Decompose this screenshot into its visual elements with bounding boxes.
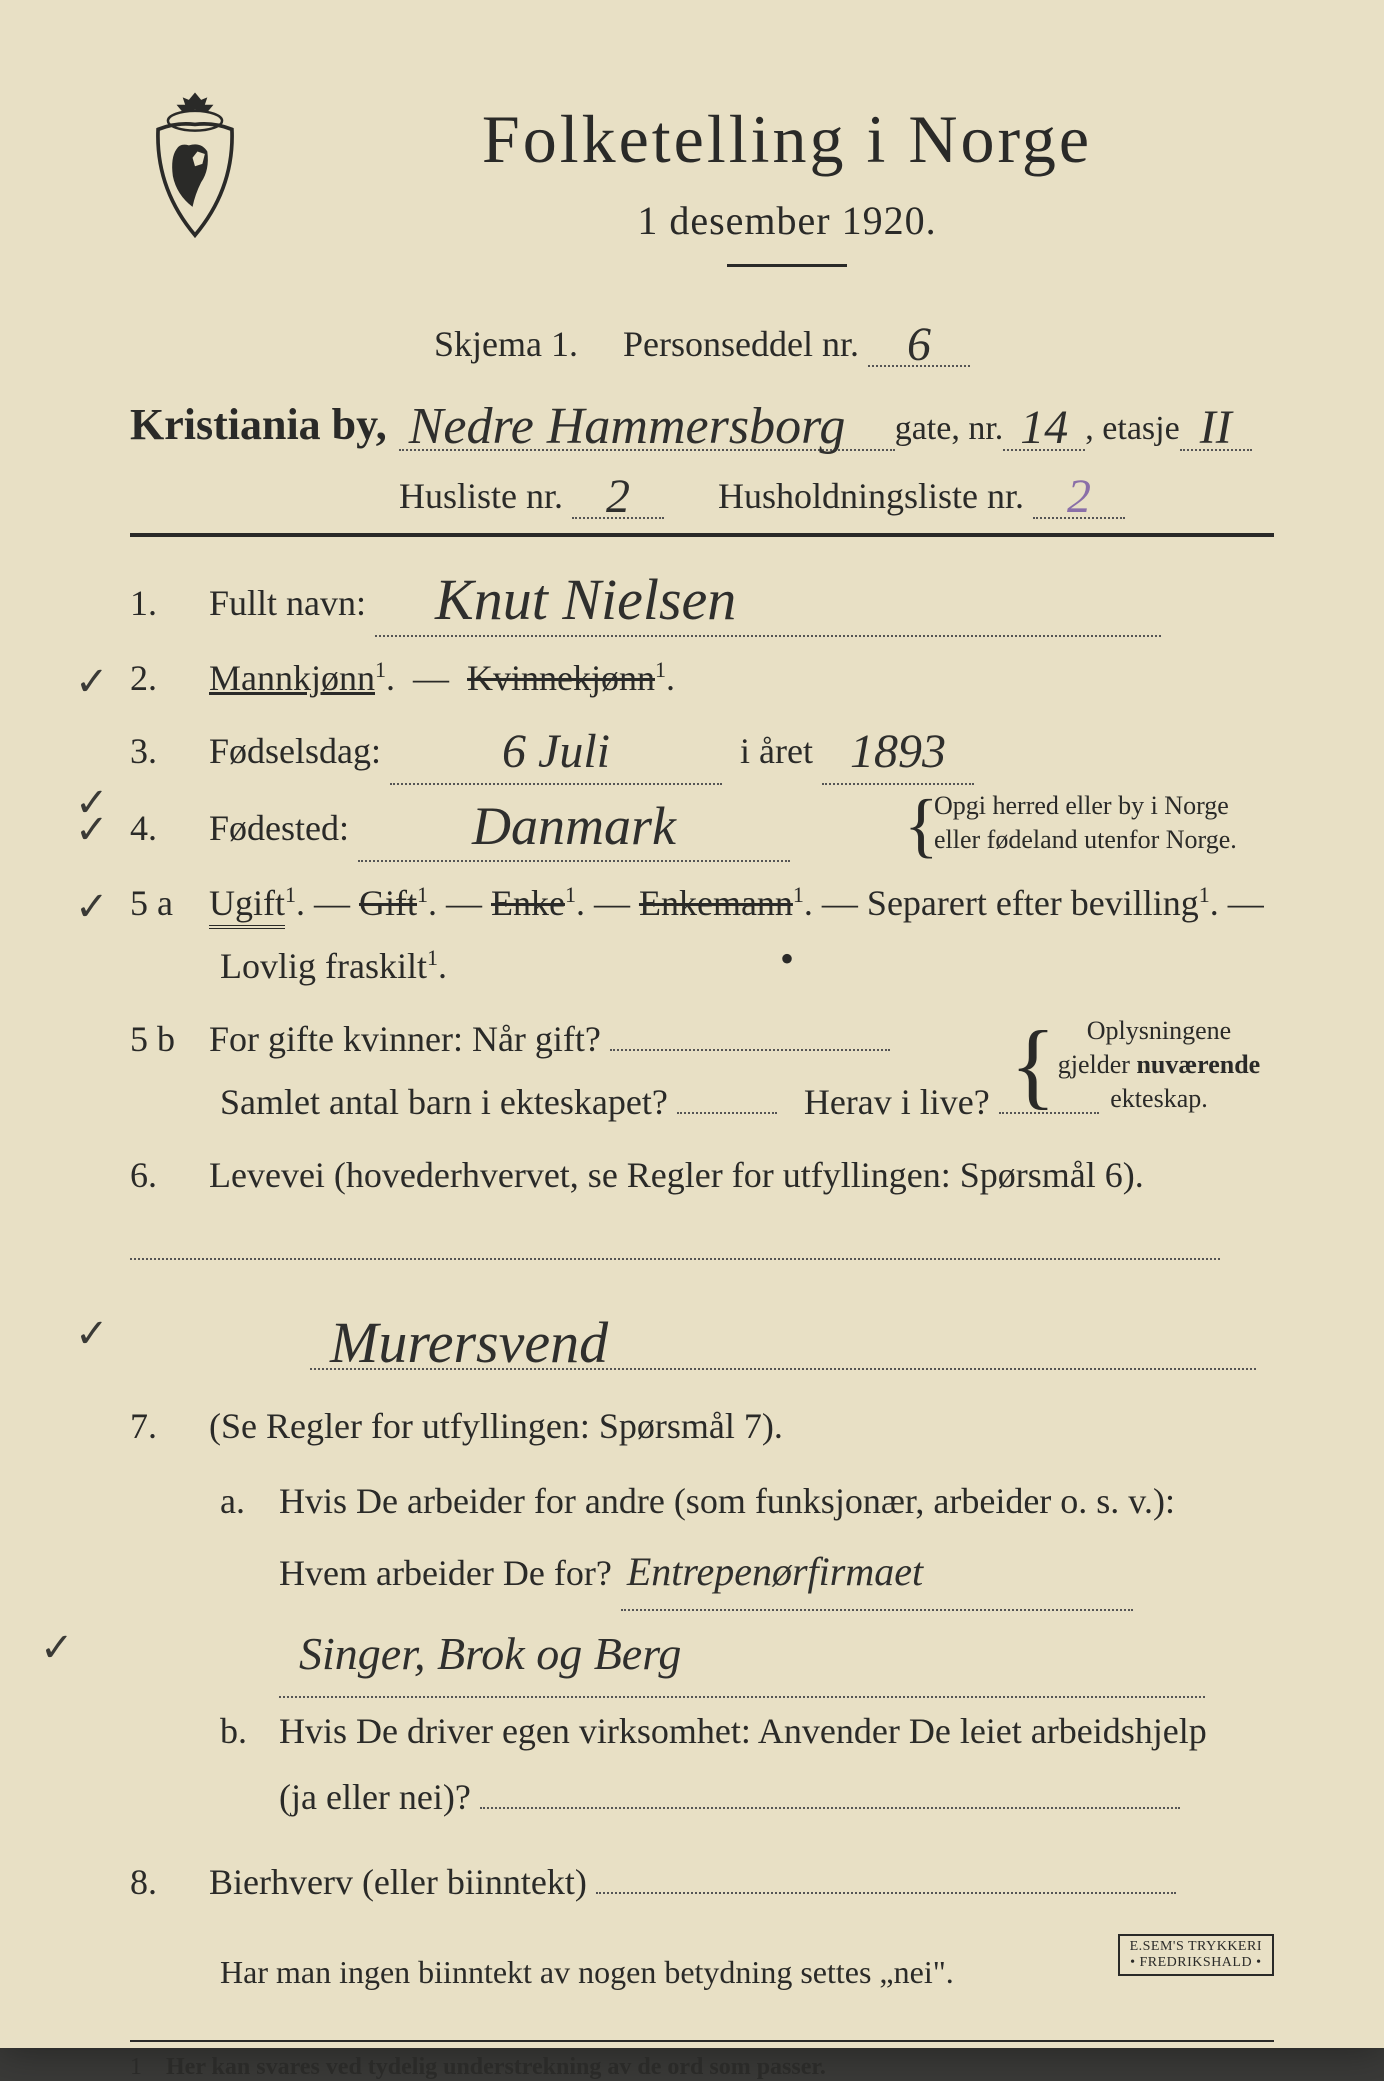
q5b-l1: For gifte kvinner: Når gift? xyxy=(209,1019,601,1059)
q7: 7. (Se Regler for utfyllingen: Spørsmål … xyxy=(130,1395,1274,1458)
q7a-val1: Entrepenørfirmaet xyxy=(627,1549,923,1594)
q5b-note-l1: Oplysningene xyxy=(1087,1016,1231,1045)
check-icon: ✓ xyxy=(75,647,109,717)
footnote-num: 1 xyxy=(130,2054,160,2081)
printer-l2: • FREDRIKSHALD • xyxy=(1130,1955,1261,1970)
q1: 1. Fullt navn: Knut Nielsen xyxy=(130,567,1274,637)
q6-value-row: ✓ Murersvend xyxy=(130,1310,1274,1370)
title-block: Folketelling i Norge 1 desember 1920. xyxy=(300,100,1274,297)
main-divider xyxy=(130,533,1274,537)
q6: 6. Levevei (hovederhvervet, se Regler fo… xyxy=(130,1144,1274,1207)
q1-num: 1. xyxy=(130,572,200,635)
q5b-note: { Oplysningene gjelder nuværende ekteska… xyxy=(1044,1014,1274,1115)
hushold-nr: 2 xyxy=(1067,473,1091,521)
street-name: Nedre Hammersborg xyxy=(409,401,846,453)
printer-l1: E.SEM'S TRYKKERI xyxy=(1130,1939,1262,1954)
q7-num: 7. xyxy=(130,1395,200,1458)
q3-num: 3. xyxy=(130,720,200,783)
q5a-num: 5 a xyxy=(130,872,200,935)
husliste-nr: 2 xyxy=(606,473,630,521)
q8: 8. Bierhverv (eller biinntekt) xyxy=(130,1851,1274,1914)
city-label: Kristiania by, xyxy=(130,399,387,450)
q2: ✓ 2. Mannkjønn1. — Kvinnekjønn1. xyxy=(130,647,1274,710)
q5b-l2b: Herav i live? xyxy=(804,1082,990,1122)
personseddel-nr: 6 xyxy=(907,321,931,369)
skjema-line: Skjema 1. Personseddel nr. 6 xyxy=(130,317,1274,367)
q5a-gift: Gift xyxy=(359,883,417,923)
check-icon: ✓ xyxy=(75,1310,109,1357)
q7a-label: a. xyxy=(220,1468,270,1535)
gate-nr: 14 xyxy=(1020,404,1068,452)
note-line: Har man ingen biinntekt av nogen betydni… xyxy=(130,1944,1274,2000)
q5b-note-l2: gjelder nuværende xyxy=(1058,1050,1260,1079)
census-form-page: Folketelling i Norge 1 desember 1920. Sk… xyxy=(0,0,1384,2048)
q3-day: 6 Juli xyxy=(502,728,610,776)
q5a-enkemann: Enkemann xyxy=(639,883,793,923)
q4-note-l1: Opgi herred eller by i Norge xyxy=(934,791,1229,820)
skjema-label: Skjema 1. xyxy=(434,324,578,364)
husliste-label: Husliste nr. xyxy=(399,476,563,516)
q5a-ugift: Ugift xyxy=(209,883,285,929)
q4-note: { Opgi herred eller by i Norge eller fød… xyxy=(934,789,1274,857)
check-icon: ✓ xyxy=(40,1611,74,1685)
husliste-line: Husliste nr. 2 Husholdningsliste nr. 2 xyxy=(130,469,1274,519)
q1-label: Fullt navn: xyxy=(209,583,366,623)
q5b-num: 5 b xyxy=(130,1008,200,1071)
city-line: Kristiania by, Nedre Hammersborg gate, n… xyxy=(130,397,1274,451)
q3: ✓ 3. Fødselsdag: 6 Juli i året 1893 xyxy=(130,720,1274,785)
q7a-l1: Hvis De arbeider for andre (som funksjon… xyxy=(279,1481,1175,1521)
dot-icon: • xyxy=(780,924,794,994)
q3-year: 1893 xyxy=(850,728,946,776)
q4: ✓ 4. Fødested: Danmark { Opgi herred ell… xyxy=(130,795,1274,862)
etasje: II xyxy=(1200,404,1232,452)
q6-num: 6. xyxy=(130,1144,200,1207)
q5b-note-l3: ekteskap. xyxy=(1110,1084,1207,1113)
q4-num: 4. xyxy=(130,797,200,860)
q3-label: Fødselsdag: xyxy=(209,731,381,771)
q8-label: Bierhverv (eller biinntekt) xyxy=(209,1862,587,1902)
q7b: b. Hvis De driver egen virksomhet: Anven… xyxy=(130,1698,1274,1831)
q7b-l2: (ja eller nei)? xyxy=(279,1777,471,1817)
q5a-line2: Lovlig fraskilt xyxy=(130,946,427,986)
hushold-label: Husholdningsliste nr. xyxy=(718,476,1024,516)
q2-num: 2. xyxy=(130,647,200,710)
q3-year-label: i året xyxy=(740,731,813,771)
q6-blank xyxy=(130,1217,1274,1280)
printer-mark: E.SEM'S TRYKKERI • FREDRIKSHALD • xyxy=(1118,1934,1274,1976)
q4-label: Fødested: xyxy=(209,808,349,848)
q5a: ✓ 5 a Ugift1. — Gift1. — Enke1. — Enkema… xyxy=(130,872,1274,998)
q7b-label: b. xyxy=(220,1698,270,1765)
q6-label: Levevei (hovederhvervet, se Regler for u… xyxy=(209,1155,1144,1195)
subtitle: 1 desember 1920. xyxy=(300,197,1274,244)
footnote-divider xyxy=(130,2040,1274,2042)
q1-value: Knut Nielsen xyxy=(435,571,736,629)
header: Folketelling i Norge 1 desember 1920. xyxy=(130,100,1274,297)
q7b-l1: Hvis De driver egen virksomhet: Anvender… xyxy=(279,1711,1207,1751)
check-icon: ✓ xyxy=(75,872,109,942)
etasje-label: , etasje xyxy=(1085,410,1179,448)
q6-value: Murersvend xyxy=(330,1314,608,1372)
q7a-l2: Hvem arbeider De for? xyxy=(279,1553,612,1593)
coat-of-arms-icon xyxy=(130,90,260,250)
personseddel-label: Personseddel nr. xyxy=(623,324,859,364)
q8-num: 8. xyxy=(130,1851,200,1914)
q4-note-l2: eller fødeland utenfor Norge. xyxy=(934,825,1237,854)
q2-kvinnekjonn: Kvinnekjønn xyxy=(467,658,655,698)
gate-label: gate, nr. xyxy=(895,410,1004,448)
check-icon: ✓ xyxy=(75,795,109,865)
footnote-text: Her kan svares ved tydelig understreknin… xyxy=(166,2054,826,2080)
main-title: Folketelling i Norge xyxy=(300,100,1274,179)
q7-label: (Se Regler for utfyllingen: Spørsmål 7). xyxy=(209,1406,783,1446)
q7a-val2: Singer, Brok og Berg xyxy=(299,1628,681,1679)
q7a: a. Hvis De arbeider for andre (som funks… xyxy=(130,1468,1274,1698)
q2-mannkjonn: Mannkjønn xyxy=(209,658,375,698)
q5a-enke: Enke xyxy=(491,883,565,923)
q5b-l2a: Samlet antal barn i ekteskapet? xyxy=(130,1082,668,1122)
title-divider xyxy=(727,264,847,267)
q4-value: Danmark xyxy=(472,799,676,853)
q5a-sep: . — Separert efter bevilling xyxy=(804,883,1199,923)
footnote: 1 Her kan svares ved tydelig understrekn… xyxy=(130,2054,1274,2081)
q5b: 5 b For gifte kvinner: Når gift? Samlet … xyxy=(130,1008,1274,1134)
